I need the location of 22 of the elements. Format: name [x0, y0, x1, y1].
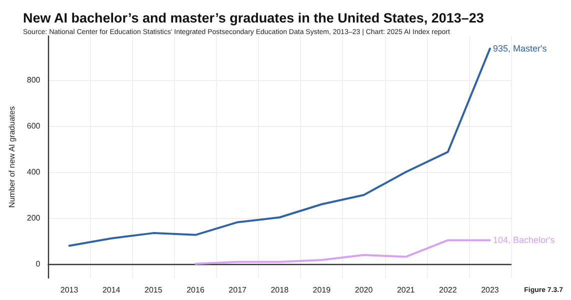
chart-title: New AI bachelor’s and master’s graduates in the United States, 2013–23: [23, 10, 484, 26]
y-tick-label: 0: [36, 260, 41, 269]
y-tick-label: 800: [26, 75, 41, 84]
x-tick-label: 2015: [144, 286, 163, 294]
x-tick-label: 2017: [228, 286, 248, 294]
text: 935, Master's: [492, 44, 547, 54]
x-tick-label: 2016: [186, 286, 205, 294]
x-tick-label: 2013: [60, 286, 79, 294]
x-tick-label: 2019: [312, 286, 332, 294]
line-series: [68, 48, 491, 247]
x-tick-label: 2021: [396, 286, 416, 294]
x-tick-label: 2014: [102, 286, 121, 294]
x-tick-label: 2018: [270, 286, 290, 294]
x-tick-label: 2023: [481, 286, 500, 294]
y-tick-label: 200: [26, 214, 41, 223]
x-tick-label: 2020: [354, 286, 374, 294]
x-tick-label: 2022: [439, 286, 458, 294]
y-tick-label: 600: [26, 121, 41, 130]
line-series: [194, 239, 491, 265]
text: 104, Bachelor's: [492, 235, 555, 246]
y-tick-label: 400: [26, 167, 41, 176]
y-axis-title: Number of new AI graduates: [8, 106, 16, 208]
